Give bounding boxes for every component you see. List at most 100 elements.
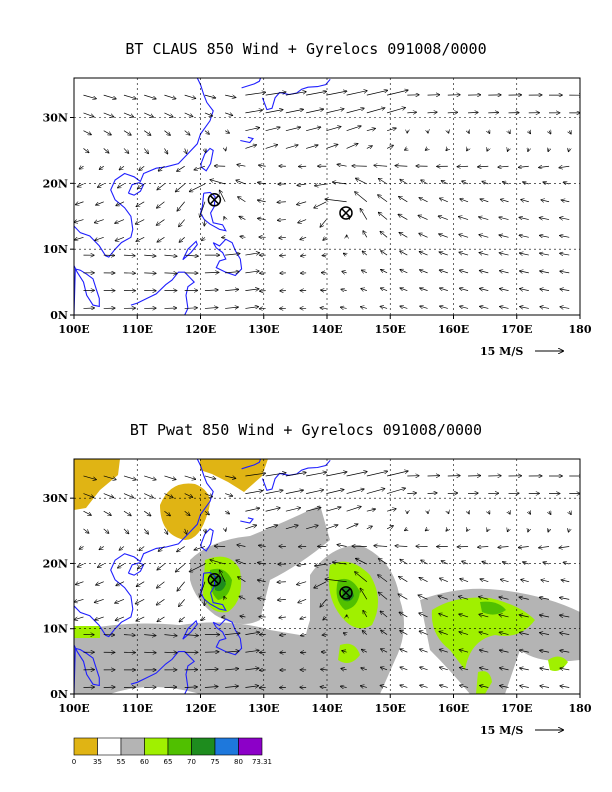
- wind-vector: [194, 546, 206, 550]
- wind-vector: [76, 582, 84, 585]
- wind-vector: [157, 581, 165, 588]
- wind-vector: [285, 525, 298, 530]
- wind-vector: [519, 166, 529, 167]
- wind-vector: [164, 112, 172, 117]
- wind-vector: [366, 146, 372, 149]
- wind-vector: [83, 148, 88, 152]
- wind-vector: [346, 489, 364, 494]
- coastline: [127, 182, 145, 196]
- wind-vector: [306, 91, 326, 96]
- wind-vector: [520, 307, 529, 309]
- wind-vector: [528, 148, 529, 151]
- axis-labels-panel2: 100E 110E 120E 130E 140E 150E 160E 170E 180 0N 10N…: [43, 492, 592, 715]
- wind-vector: [386, 128, 396, 131]
- wind-vector: [320, 687, 327, 688]
- wind-vector: [440, 667, 448, 670]
- wind-vector: [569, 131, 571, 134]
- wind-vector: [441, 561, 448, 565]
- wind-vector: [569, 148, 570, 151]
- colorbar-swatch: [97, 737, 122, 756]
- wind-vector: [123, 130, 131, 135]
- wind-vector: [220, 570, 226, 582]
- wind-vector: [380, 306, 388, 308]
- lat-tick-label: 20N: [43, 557, 68, 570]
- wind-vector: [560, 236, 570, 238]
- wind-vector: [398, 594, 408, 600]
- wind-vector: [419, 198, 428, 203]
- wind-vector: [500, 668, 509, 670]
- wind-vector: [326, 145, 337, 149]
- wind-vector: [177, 201, 185, 211]
- wind-vector: [521, 580, 529, 582]
- wind-vector: [258, 563, 266, 565]
- gyre-location-marker: [339, 586, 353, 600]
- wind-vector: [400, 631, 408, 635]
- wind-vector: [560, 633, 570, 635]
- wind-vector: [323, 617, 326, 620]
- wind-vector: [265, 127, 280, 132]
- wind-vector: [540, 597, 550, 599]
- wind-vector: [123, 255, 135, 256]
- lat-tick-label: 30N: [43, 112, 68, 125]
- wind-vector: [523, 182, 529, 184]
- wind-vector: [427, 112, 437, 113]
- wind-vector: [333, 182, 347, 184]
- wind-vector: [298, 219, 307, 223]
- wind-vector: [123, 635, 135, 636]
- wind-vector: [407, 112, 416, 113]
- lon-tick-label: 120E: [185, 702, 216, 715]
- wind-vector: [202, 617, 205, 620]
- wind-vector: [482, 562, 489, 565]
- lon-tick-label: 180: [569, 323, 592, 336]
- wind-vector: [314, 581, 327, 588]
- wind-vector: [467, 148, 468, 150]
- wind-vector: [245, 473, 265, 477]
- wind-vector: [164, 255, 176, 256]
- wind-vector: [460, 288, 469, 290]
- wind-vector: [366, 108, 385, 114]
- wind-vector: [164, 130, 170, 136]
- wind-vector: [179, 616, 185, 622]
- wind-vector: [240, 236, 246, 237]
- wind-vector: [285, 473, 306, 477]
- wind-vector: [204, 94, 216, 98]
- wind-vector: [79, 546, 84, 549]
- wind-vector: [460, 579, 469, 583]
- wind-vector: [342, 271, 347, 272]
- wind-vector: [245, 650, 259, 652]
- wind-vector: [366, 129, 375, 131]
- wind-vector: [179, 237, 185, 242]
- wind-vector: [360, 209, 368, 220]
- wind-vector: [503, 562, 509, 564]
- wind-vector: [561, 200, 570, 202]
- wind-vector: [420, 667, 428, 670]
- wind-vector: [460, 270, 469, 273]
- wind-vector: [448, 511, 449, 513]
- wind-vector: [487, 148, 488, 150]
- wind-vector: [326, 127, 340, 132]
- wind-vector: [480, 686, 489, 688]
- wind-vector: [179, 599, 185, 606]
- wind-vector: [528, 529, 529, 532]
- wind-vector: [561, 580, 570, 582]
- wind-vector: [459, 252, 469, 256]
- wind-vector: [320, 219, 327, 227]
- wind-vector: [381, 649, 388, 653]
- wind-vector: [245, 92, 265, 96]
- coastline: [130, 651, 196, 694]
- wind-vector: [138, 563, 145, 569]
- wind-vector: [279, 237, 286, 238]
- wind-vector: [346, 472, 367, 477]
- wind-vector: [285, 490, 303, 494]
- wind-vector: [185, 528, 187, 534]
- wind-vector: [238, 577, 246, 583]
- wind-vector: [204, 219, 205, 226]
- wind-vector: [462, 181, 469, 184]
- wind-vector: [560, 289, 570, 291]
- wind-vector: [356, 559, 368, 565]
- wind-vector: [177, 546, 185, 551]
- lon-tick-label: 140E: [311, 702, 342, 715]
- wind-vector: [144, 510, 150, 515]
- wind-vector: [278, 220, 286, 221]
